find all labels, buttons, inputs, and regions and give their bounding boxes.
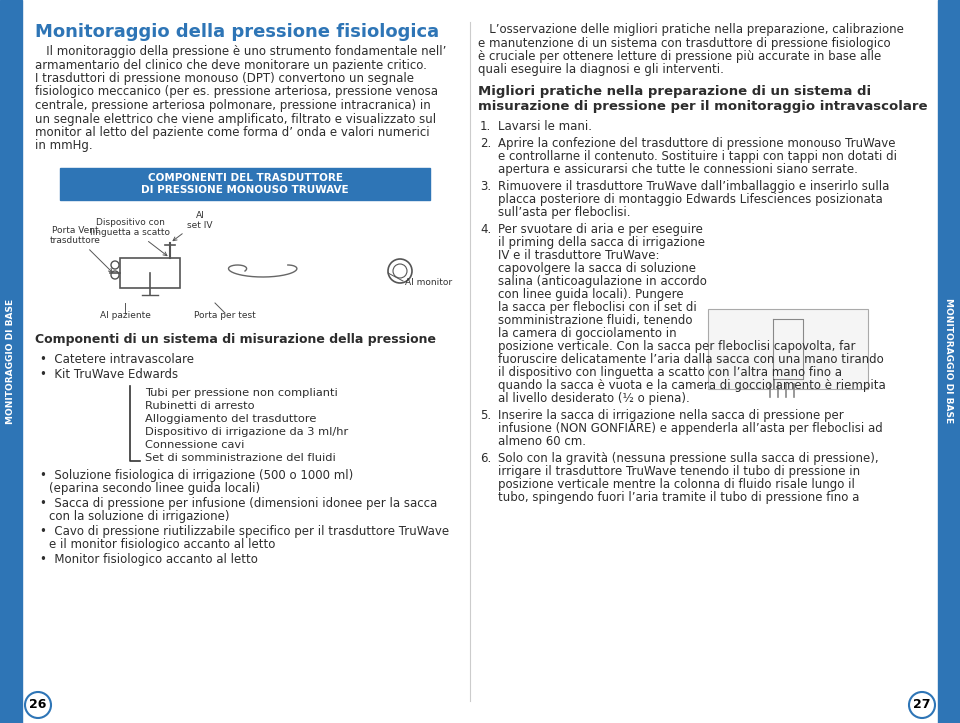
Text: •  Kit TruWave Edwards: • Kit TruWave Edwards <box>40 368 179 381</box>
Bar <box>60 168 430 200</box>
Text: •  Soluzione fisiologica di irrigazione (500 o 1000 ml): • Soluzione fisiologica di irrigazione (… <box>40 469 353 482</box>
Text: L’osservazione delle migliori pratiche nella preparazione, calibrazione: L’osservazione delle migliori pratiche n… <box>478 23 904 36</box>
Text: capovolgere la sacca di soluzione: capovolgere la sacca di soluzione <box>498 262 696 275</box>
Text: fisiologico meccanico (per es. pressione arteriosa, pressione venosa: fisiologico meccanico (per es. pressione… <box>35 85 438 98</box>
Text: I trasduttori di pressione monouso (DPT) convertono un segnale: I trasduttori di pressione monouso (DPT)… <box>35 72 414 85</box>
Text: •  Monitor fisiologico accanto al letto: • Monitor fisiologico accanto al letto <box>40 553 258 566</box>
Text: •  Cavo di pressione riutilizzabile specifico per il trasduttore TruWave: • Cavo di pressione riutilizzabile speci… <box>40 525 449 538</box>
Circle shape <box>25 692 51 718</box>
Bar <box>0 0 22 723</box>
Text: Al
set IV: Al set IV <box>173 210 213 241</box>
Text: Al monitor: Al monitor <box>405 278 452 287</box>
Text: 4.: 4. <box>480 223 492 236</box>
Text: quali eseguire la diagnosi e gli interventi.: quali eseguire la diagnosi e gli interve… <box>478 64 724 77</box>
Text: Rimuovere il trasduttore TruWave dall’imballaggio e inserirlo sulla: Rimuovere il trasduttore TruWave dall’im… <box>498 180 889 193</box>
Text: COMPONENTI DEL TRASDUTTORE: COMPONENTI DEL TRASDUTTORE <box>148 173 343 183</box>
Text: misurazione di pressione per il monitoraggio intravascolare: misurazione di pressione per il monitora… <box>478 100 927 113</box>
Text: tubo, spingendo fuori l’aria tramite il tubo di pressione fino a: tubo, spingendo fuori l’aria tramite il … <box>498 491 859 504</box>
Text: la sacca per fleboclisi con il set di: la sacca per fleboclisi con il set di <box>498 301 697 314</box>
Text: •  Catetere intravascolare: • Catetere intravascolare <box>40 353 194 366</box>
Text: con linee guida locali). Pungere: con linee guida locali). Pungere <box>498 288 684 301</box>
Text: il dispositivo con linguetta a scatto con l’altra mano fino a: il dispositivo con linguetta a scatto co… <box>498 366 842 379</box>
Text: Per svuotare di aria e per eseguire: Per svuotare di aria e per eseguire <box>498 223 703 236</box>
Text: 26: 26 <box>30 698 47 711</box>
Text: Monitoraggio della pressione fisiologica: Monitoraggio della pressione fisiologica <box>35 23 439 41</box>
Text: fuoruscire delicatamente l’aria dalla sacca con una mano tirando: fuoruscire delicatamente l’aria dalla sa… <box>498 353 884 366</box>
Text: Rubinetti di arresto: Rubinetti di arresto <box>145 401 254 411</box>
Text: MONITORAGGIO DI BASE: MONITORAGGIO DI BASE <box>7 299 15 424</box>
Text: 5.: 5. <box>480 409 492 422</box>
Text: Dispositivo con
linguetta a scatto: Dispositivo con linguetta a scatto <box>90 218 170 256</box>
Text: Alloggiamento del trasduttore: Alloggiamento del trasduttore <box>145 414 317 424</box>
Text: in mmHg.: in mmHg. <box>35 140 92 153</box>
Text: 6.: 6. <box>480 452 492 465</box>
Text: 27: 27 <box>913 698 931 711</box>
Text: sull’asta per fleboclisi.: sull’asta per fleboclisi. <box>498 206 631 219</box>
Text: salina (anticoagulazione in accordo: salina (anticoagulazione in accordo <box>498 275 707 288</box>
Text: Componenti di un sistema di misurazione della pressione: Componenti di un sistema di misurazione … <box>35 333 436 346</box>
Text: armamentario del clinico che deve monitorare un paziente critico.: armamentario del clinico che deve monito… <box>35 59 427 72</box>
Text: (eparina secondo linee guida locali): (eparina secondo linee guida locali) <box>49 482 260 495</box>
Text: irrigare il trasduttore TruWave tenendo il tubo di pressione in: irrigare il trasduttore TruWave tenendo … <box>498 465 860 478</box>
Text: al livello desiderato (½ o piena).: al livello desiderato (½ o piena). <box>498 392 689 405</box>
Text: centrale, pressione arteriosa polmonare, pressione intracranica) in: centrale, pressione arteriosa polmonare,… <box>35 99 431 112</box>
Text: e il monitor fisiologico accanto al letto: e il monitor fisiologico accanto al lett… <box>49 538 276 551</box>
Text: 3.: 3. <box>480 180 492 193</box>
Text: Aprire la confezione del trasduttore di pressione monouso TruWave: Aprire la confezione del trasduttore di … <box>498 137 896 150</box>
Text: infusione (NON GONFIARE) e appenderla all’asta per fleboclisi ad: infusione (NON GONFIARE) e appenderla al… <box>498 422 883 435</box>
Bar <box>120 258 180 288</box>
Text: Porta Vent
trasduttore: Porta Vent trasduttore <box>50 226 112 273</box>
Bar <box>938 0 960 723</box>
Text: Solo con la gravità (nessuna pressione sulla sacca di pressione),: Solo con la gravità (nessuna pressione s… <box>498 452 878 465</box>
Text: con la soluzione di irrigazione): con la soluzione di irrigazione) <box>49 510 229 523</box>
Text: un segnale elettrico che viene amplificato, filtrato e visualizzato sul: un segnale elettrico che viene amplifica… <box>35 113 436 126</box>
Text: apertura e assicurarsi che tutte le connessioni siano serrate.: apertura e assicurarsi che tutte le conn… <box>498 163 858 176</box>
Text: placca posteriore di montaggio Edwards Lifesciences posizionata: placca posteriore di montaggio Edwards L… <box>498 193 883 206</box>
Text: Dispositivo di irrigazione da 3 ml/hr: Dispositivo di irrigazione da 3 ml/hr <box>145 427 348 437</box>
Text: DI PRESSIONE MONOUSO TRUWAVE: DI PRESSIONE MONOUSO TRUWAVE <box>141 185 348 195</box>
Text: Inserire la sacca di irrigazione nella sacca di pressione per: Inserire la sacca di irrigazione nella s… <box>498 409 844 422</box>
Text: •  Sacca di pressione per infusione (dimensioni idonee per la sacca: • Sacca di pressione per infusione (dime… <box>40 497 437 510</box>
Circle shape <box>909 692 935 718</box>
Text: 2.: 2. <box>480 137 492 150</box>
Text: Tubi per pressione non complianti: Tubi per pressione non complianti <box>145 388 338 398</box>
Text: almeno 60 cm.: almeno 60 cm. <box>498 435 586 448</box>
Text: Porta per test: Porta per test <box>194 311 256 320</box>
Text: somministrazione fluidi, tenendo: somministrazione fluidi, tenendo <box>498 314 692 327</box>
Text: IV e il trasduttore TruWave:: IV e il trasduttore TruWave: <box>498 249 660 262</box>
Text: la camera di gocciolamento in: la camera di gocciolamento in <box>498 327 677 340</box>
Text: Migliori pratiche nella preparazione di un sistema di: Migliori pratiche nella preparazione di … <box>478 85 871 98</box>
Bar <box>708 309 868 389</box>
Text: posizione verticale mentre la colonna di fluido risale lungo il: posizione verticale mentre la colonna di… <box>498 478 854 491</box>
Text: 1.: 1. <box>480 120 492 133</box>
Text: Lavarsi le mani.: Lavarsi le mani. <box>498 120 592 133</box>
Text: Set di somministrazione del fluidi: Set di somministrazione del fluidi <box>145 453 336 463</box>
Text: posizione verticale. Con la sacca per fleboclisi capovolta, far: posizione verticale. Con la sacca per fl… <box>498 340 855 353</box>
Text: Connessione cavi: Connessione cavi <box>145 440 245 450</box>
Text: e controllarne il contenuto. Sostituire i tappi con tappi non dotati di: e controllarne il contenuto. Sostituire … <box>498 150 897 163</box>
Text: Al paziente: Al paziente <box>100 311 151 320</box>
Text: Il monitoraggio della pressione è uno strumento fondamentale nell’: Il monitoraggio della pressione è uno st… <box>35 45 446 58</box>
Text: il priming della sacca di irrigazione: il priming della sacca di irrigazione <box>498 236 705 249</box>
Text: è cruciale per ottenere letture di pressione più accurate in base alle: è cruciale per ottenere letture di press… <box>478 50 881 63</box>
Text: e manutenzione di un sistema con trasduttore di pressione fisiologico: e manutenzione di un sistema con trasdut… <box>478 36 891 49</box>
Text: quando la sacca è vuota e la camera di gocciolamento è riempita: quando la sacca è vuota e la camera di g… <box>498 379 886 392</box>
Text: monitor al letto del paziente come forma d’ onda e valori numerici: monitor al letto del paziente come forma… <box>35 126 430 139</box>
Text: MONITORAGGIO DI BASE: MONITORAGGIO DI BASE <box>945 299 953 424</box>
